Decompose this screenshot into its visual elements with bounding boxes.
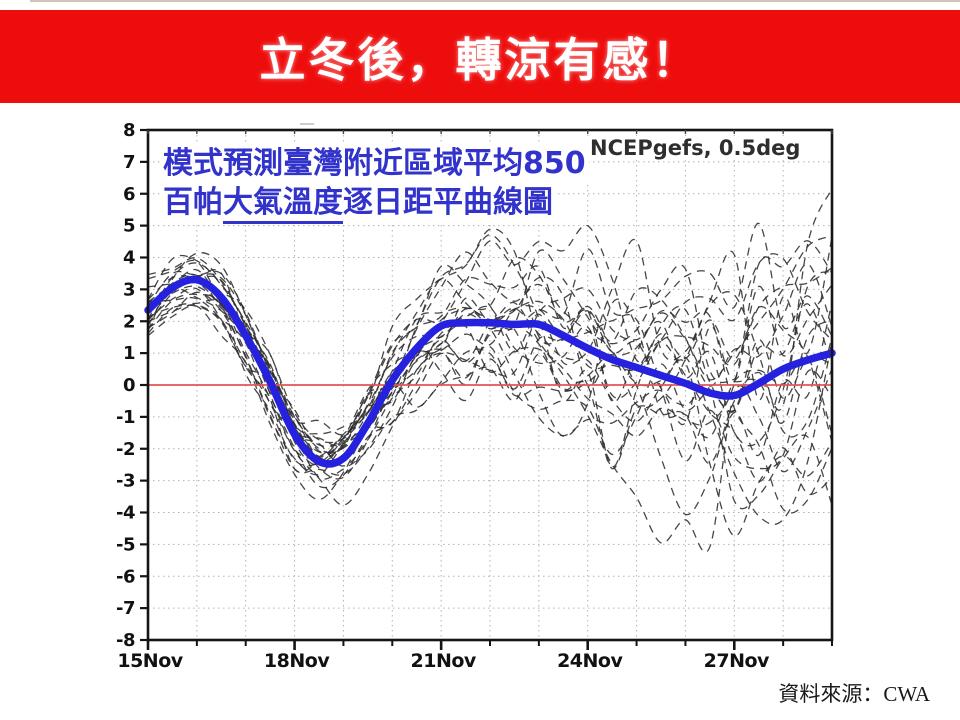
banner-title: 立冬後，轉涼有感！ [259, 32, 701, 87]
axis-ticks [140, 128, 833, 650]
svg-text:8: 8 [123, 120, 135, 141]
slide-top-border [30, 0, 960, 2]
svg-text:21Nov: 21Nov [411, 650, 477, 672]
svg-text:-5: -5 [116, 534, 135, 555]
svg-text:3: 3 [123, 279, 135, 300]
scan-artifact-dash [300, 123, 314, 125]
annotation-underlined-term: 大氣溫度 [223, 185, 343, 224]
svg-text:-6: -6 [116, 566, 135, 587]
svg-text:18Nov: 18Nov [264, 650, 330, 672]
svg-text:-8: -8 [116, 630, 135, 651]
data-source-credit: 資料來源：CWA [778, 682, 930, 706]
ensemble-mean-line [144, 275, 836, 468]
svg-text:-2: -2 [116, 439, 135, 460]
chart-annotation: 模式預測臺灣附近區域平均850 百帕大氣溫度逐日距平曲線圖 [160, 144, 589, 224]
svg-text:0: 0 [123, 375, 135, 396]
title-banner: 立冬後，轉涼有感！ [0, 10, 960, 103]
svg-text:15Nov: 15Nov [117, 650, 183, 672]
svg-text:2: 2 [123, 311, 135, 332]
svg-text:-7: -7 [116, 598, 135, 619]
svg-text:6: 6 [123, 184, 135, 205]
ensemble-lines [147, 188, 833, 553]
svg-text:27Nov: 27Nov [704, 650, 770, 672]
model-label: NCEPgefs, 0.5deg [586, 136, 805, 160]
svg-text:24Nov: 24Nov [557, 650, 623, 672]
svg-text:-3: -3 [116, 471, 135, 492]
annotation-line2: 百帕大氣溫度逐日距平曲線圖 [160, 183, 556, 224]
svg-text:4: 4 [123, 248, 135, 269]
svg-text:1: 1 [123, 343, 135, 364]
svg-text:5: 5 [123, 216, 135, 237]
svg-text:-4: -4 [116, 503, 135, 524]
annotation-line2-post: 逐日距平曲線圖 [343, 185, 553, 220]
annotation-line1: 模式預測臺灣附近區域平均850 [160, 144, 589, 183]
svg-text:-1: -1 [116, 407, 135, 428]
svg-text:7: 7 [123, 152, 135, 173]
annotation-line2-pre: 百帕 [163, 185, 223, 220]
